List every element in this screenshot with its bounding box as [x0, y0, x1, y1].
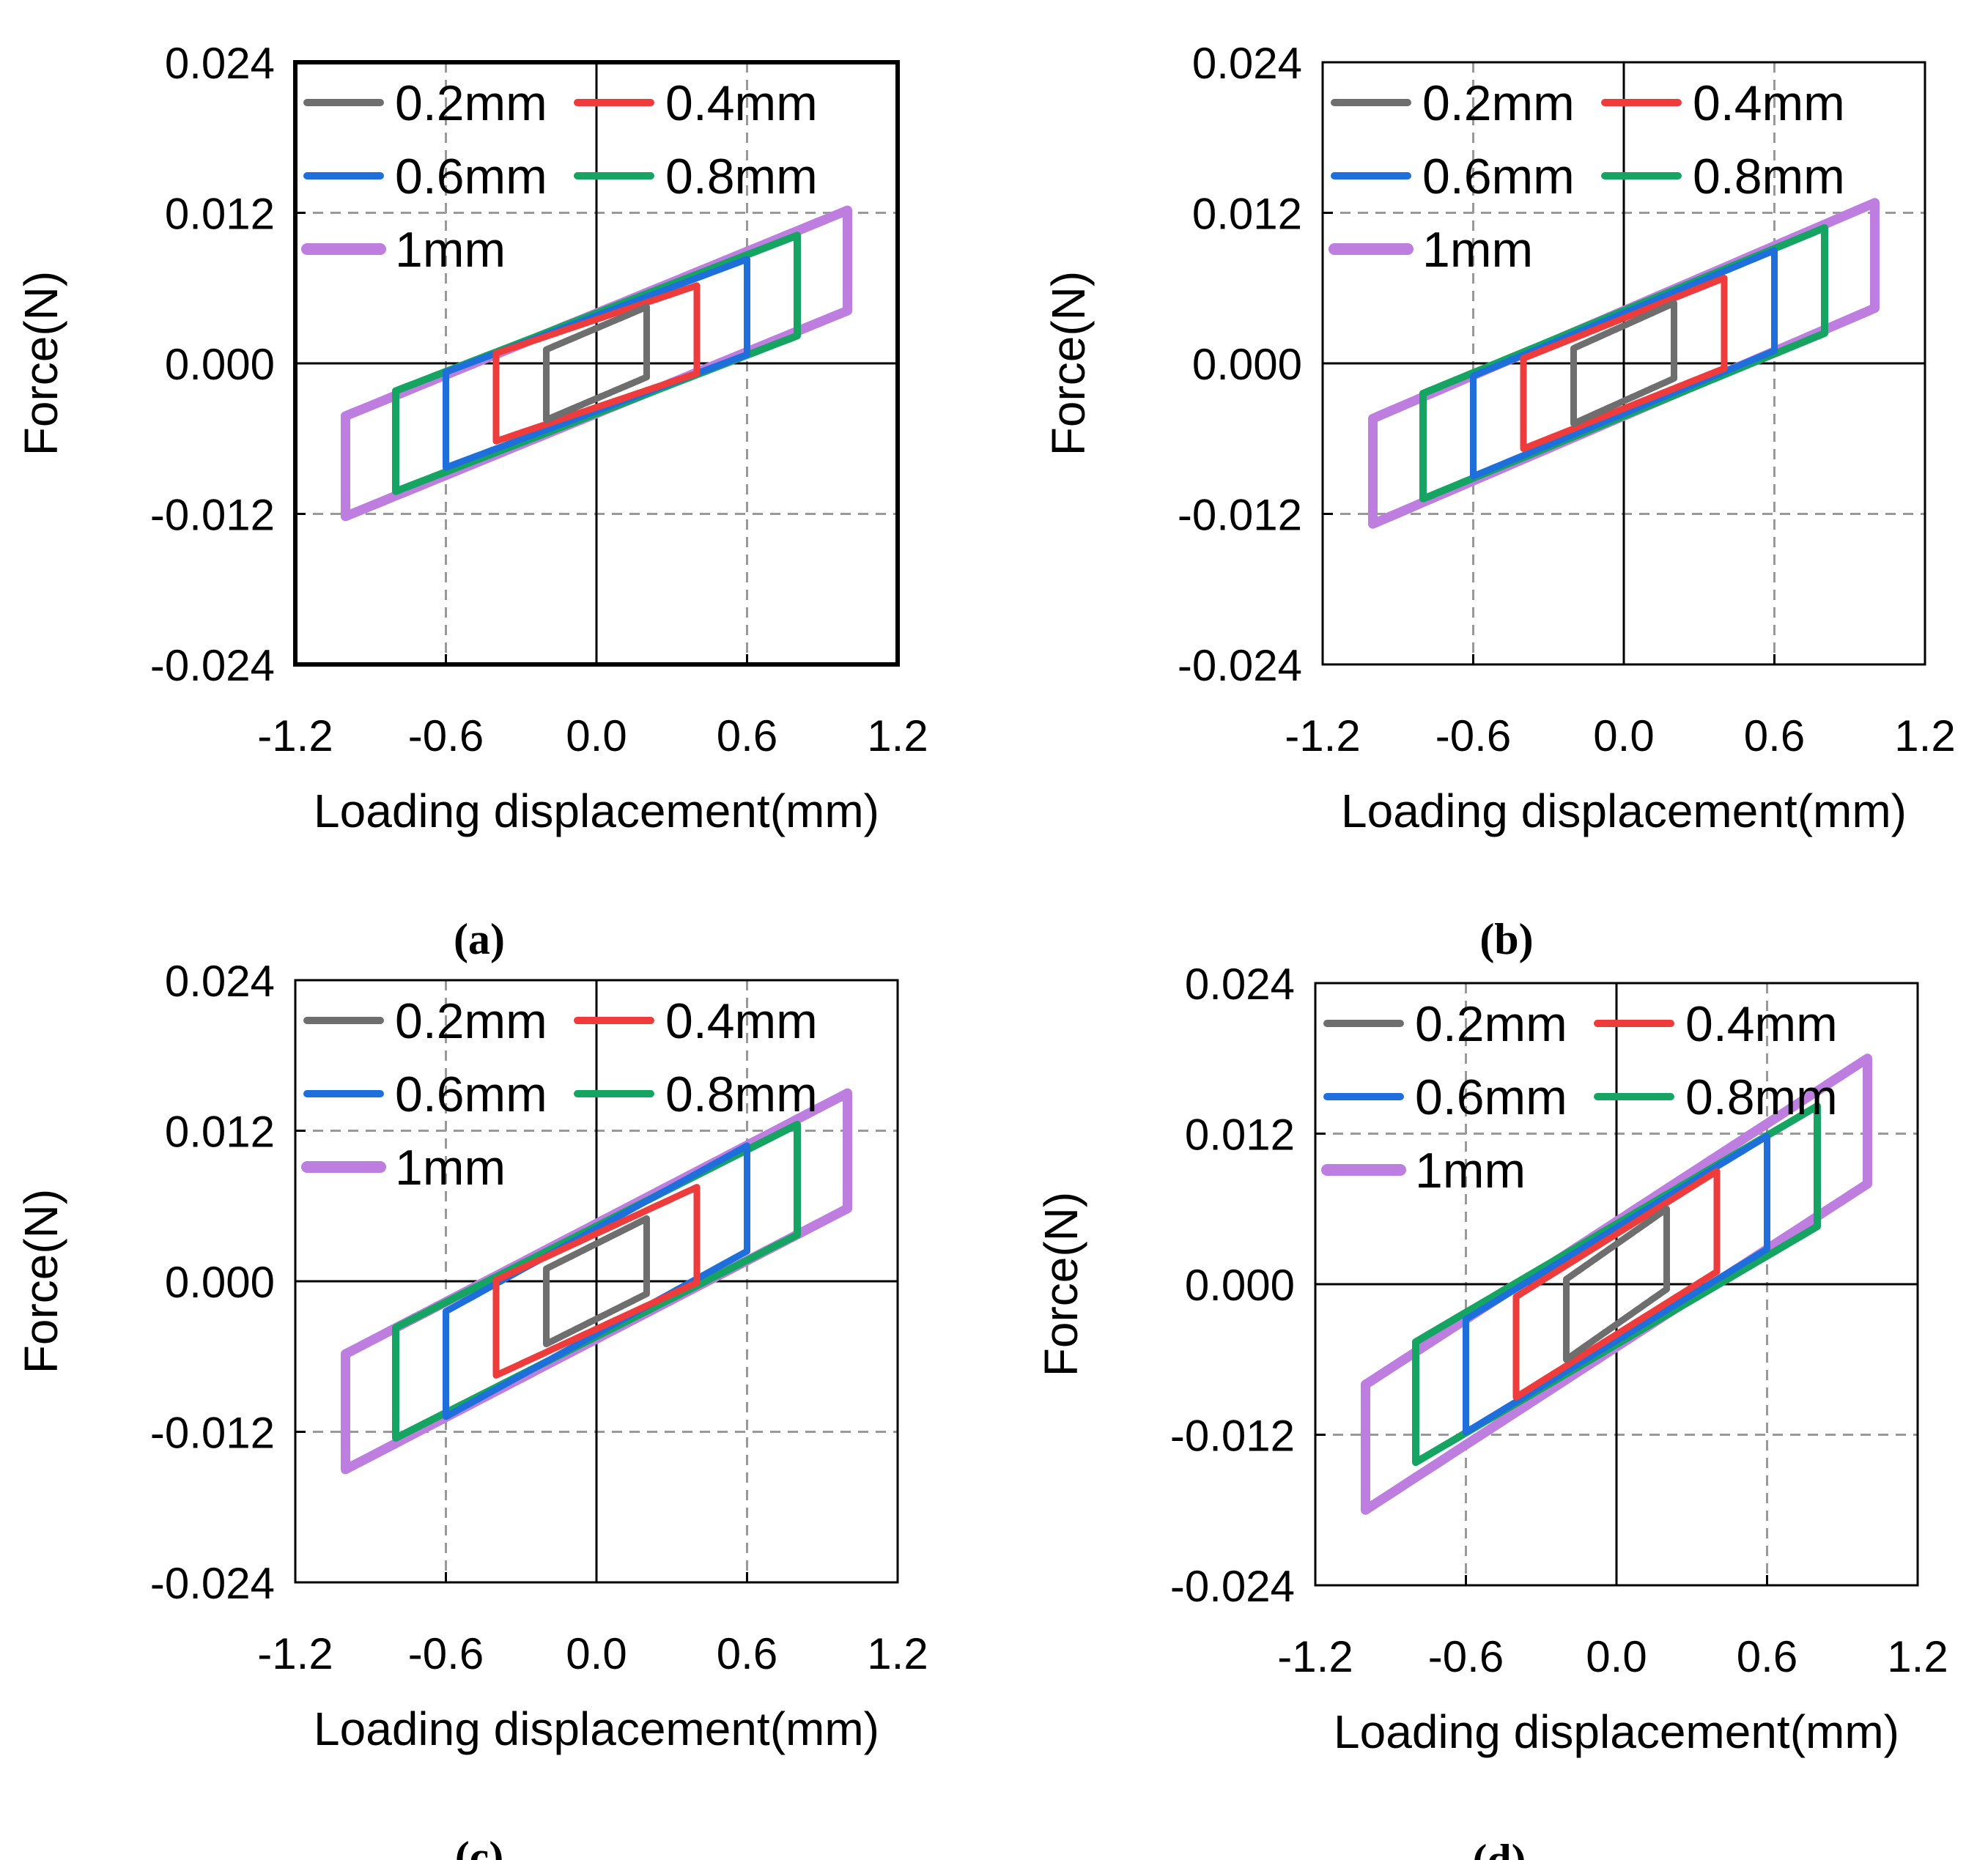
- y-tick-label: -0.024: [150, 641, 275, 690]
- chart-panel-1: -1.2 -0.6 0.0 0.6 1.2 0.024 0.012 0.000 -0.012 -0…: [1042, 39, 1956, 963]
- y-tick-label: 0.024: [1185, 960, 1295, 1009]
- hysteresis-loop-0.6mm: [1463, 1133, 1770, 1436]
- hysteresis-loop-0.2mm: [1563, 1205, 1670, 1363]
- x-tick-label: 0.6: [1737, 1632, 1797, 1681]
- y-axis-title: Force(N): [15, 271, 67, 456]
- y-tick-label: -0.012: [150, 1409, 275, 1458]
- hysteresis-loop-0.2mm: [543, 303, 650, 423]
- chart-panel-3: -1.2 -0.6 0.0 0.6 1.2 0.024 0.012 0.000 -0.012 -0…: [1035, 960, 1948, 1860]
- x-tick-label: -1.2: [1285, 711, 1360, 760]
- chart-panel-2: -1.2 -0.6 0.0 0.6 1.2 0.024 0.012 0.000 -0.012 -0…: [15, 957, 928, 1860]
- hysteresis-loop-0.2mm: [1570, 300, 1677, 427]
- legend-label-0.6mm: 0.6mm: [1422, 149, 1575, 204]
- panel-caption: (a): [454, 915, 505, 963]
- panel-caption: (c): [455, 1833, 504, 1860]
- x-tick-label: -0.6: [408, 711, 484, 760]
- y-axis-title: Force(N): [1042, 271, 1095, 456]
- panel-caption: (b): [1479, 915, 1533, 963]
- panel-caption: (d): [1472, 1836, 1526, 1860]
- y-tick-label: 0.024: [165, 957, 275, 1006]
- legend-label-0.6mm: 0.6mm: [395, 1067, 547, 1122]
- x-tick-label: 1.2: [1894, 711, 1955, 760]
- y-tick-label: 0.000: [1192, 340, 1302, 389]
- x-tick-label: 0.0: [566, 1629, 627, 1678]
- y-tick-label: -0.024: [1178, 641, 1302, 690]
- y-tick-label: 0.000: [165, 1258, 275, 1307]
- legend-label-0.8mm: 0.8mm: [665, 149, 818, 204]
- x-tick-label: 0.6: [717, 1629, 777, 1678]
- x-tick-label: -1.2: [257, 711, 333, 760]
- legend-label-0.2mm: 0.2mm: [395, 993, 547, 1049]
- legend-label-0.4mm: 0.4mm: [1685, 996, 1838, 1052]
- x-tick-label: 1.2: [1887, 1632, 1948, 1681]
- y-tick-label: -0.012: [1170, 1412, 1295, 1461]
- x-tick-label: 0.6: [1744, 711, 1805, 760]
- y-tick-label: -0.024: [1170, 1562, 1295, 1611]
- y-tick-label: 0.012: [1185, 1111, 1295, 1160]
- legend-label-0.2mm: 0.2mm: [1415, 996, 1567, 1052]
- hysteresis-loop-0.4mm: [492, 1184, 701, 1379]
- y-axis-title: Force(N): [15, 1189, 67, 1374]
- legend: 0.2mm 0.4mm 0.6mm 0.8mm 1mm: [301, 993, 818, 1196]
- y-tick-label: 0.000: [165, 340, 275, 389]
- legend-label-0.2mm: 0.2mm: [395, 75, 547, 131]
- legend: 0.2mm 0.4mm 0.6mm 0.8mm 1mm: [1321, 996, 1838, 1198]
- legend-label-0.4mm: 0.4mm: [665, 75, 818, 131]
- legend-label-0.6mm: 0.6mm: [1415, 1070, 1567, 1125]
- y-tick-label: 0.012: [1192, 190, 1302, 239]
- x-tick-label: -0.6: [408, 1629, 484, 1678]
- chart-panel-0: -1.2 -0.6 0.0 0.6 1.2 0.024 0.012 0.000 -0.012 -0…: [15, 39, 928, 963]
- y-tick-label: -0.024: [150, 1559, 275, 1608]
- legend-label-0.8mm: 0.8mm: [665, 1067, 818, 1122]
- y-tick-label: -0.012: [150, 491, 275, 540]
- y-axis-title: Force(N): [1035, 1192, 1087, 1377]
- legend-label-1mm: 1mm: [1422, 222, 1533, 278]
- legend-label-1mm: 1mm: [395, 1140, 506, 1196]
- hysteresis-loop-0.6mm: [1470, 247, 1778, 480]
- x-tick-label: -1.2: [257, 1629, 333, 1678]
- x-tick-label: -1.2: [1277, 1632, 1353, 1681]
- hysteresis-loop-0.4mm: [492, 282, 701, 445]
- y-tick-label: -0.012: [1178, 491, 1302, 540]
- hysteresis-loop-0.2mm: [543, 1215, 650, 1348]
- x-axis-title: Loading displacement(mm): [314, 1702, 879, 1755]
- legend-label-1mm: 1mm: [1415, 1143, 1526, 1198]
- x-tick-label: 0.0: [1586, 1632, 1647, 1681]
- y-tick-label: 0.024: [1192, 39, 1302, 88]
- legend-label-1mm: 1mm: [395, 222, 506, 278]
- hysteresis-loop-0.4mm: [1520, 275, 1728, 452]
- legend: 0.2mm 0.4mm 0.6mm 0.8mm 1mm: [301, 75, 818, 278]
- y-tick-label: 0.012: [165, 1108, 275, 1157]
- x-tick-label: 0.0: [1593, 711, 1654, 760]
- x-axis-title: Loading displacement(mm): [1334, 1705, 1899, 1758]
- legend-label-0.6mm: 0.6mm: [395, 149, 547, 204]
- y-tick-label: 0.024: [165, 39, 275, 88]
- x-tick-label: 1.2: [867, 711, 928, 760]
- y-tick-label: 0.012: [165, 190, 275, 239]
- x-tick-label: -0.6: [1435, 711, 1511, 760]
- legend-label-0.2mm: 0.2mm: [1422, 75, 1575, 131]
- x-axis-title: Loading displacement(mm): [314, 785, 879, 837]
- x-tick-label: 1.2: [867, 1629, 928, 1678]
- x-tick-label: -0.6: [1428, 1632, 1504, 1681]
- x-axis-title: Loading displacement(mm): [1341, 785, 1907, 837]
- legend: 0.2mm 0.4mm 0.6mm 0.8mm 1mm: [1329, 75, 1845, 278]
- y-tick-label: 0.000: [1185, 1261, 1295, 1310]
- legend-label-0.8mm: 0.8mm: [1693, 149, 1845, 204]
- legend-label-0.4mm: 0.4mm: [665, 993, 818, 1049]
- legend-label-0.4mm: 0.4mm: [1693, 75, 1845, 131]
- hysteresis-loop-0.4mm: [1512, 1168, 1721, 1401]
- x-tick-label: 0.6: [717, 711, 777, 760]
- x-tick-label: 0.0: [566, 711, 627, 760]
- legend-label-0.8mm: 0.8mm: [1685, 1070, 1838, 1125]
